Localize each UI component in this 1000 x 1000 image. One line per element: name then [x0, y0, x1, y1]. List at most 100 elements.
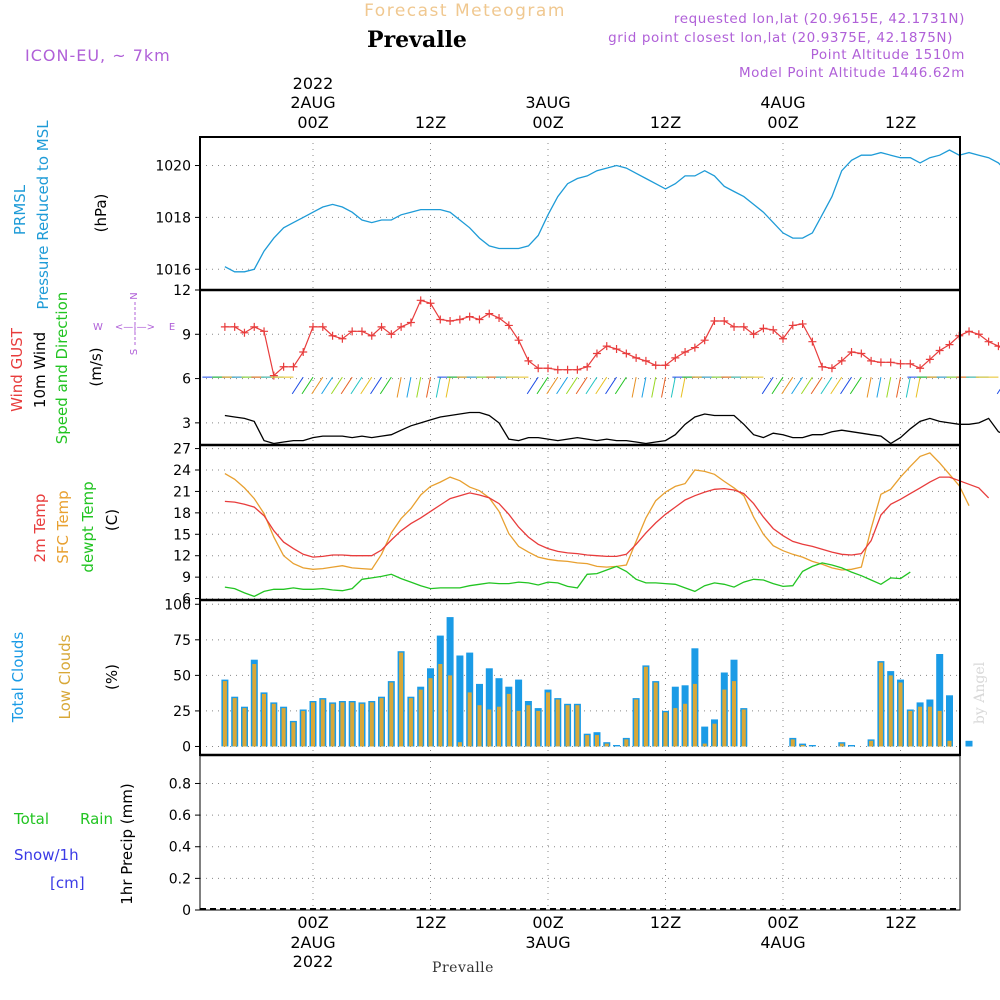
gust-marker-8 — [299, 348, 308, 356]
wind-10m-line — [224, 411, 1000, 445]
gust-marker-74 — [945, 340, 954, 349]
wind-arrow-58 — [781, 376, 794, 395]
low-cloud-bar-74 — [947, 740, 952, 747]
gust-marker-10 — [318, 322, 327, 331]
total-cloud-bar-40 — [613, 745, 620, 747]
precip-grid — [200, 755, 960, 910]
low-cloud-bar-0 — [222, 681, 227, 747]
model-label: ICON-EU, ~ 7km — [25, 46, 171, 65]
gust-marker-13 — [348, 327, 357, 336]
precip-ytick-label-1: 0.6 — [169, 808, 191, 824]
wind-arrow-41 — [614, 376, 627, 395]
gust-marker-12 — [338, 334, 347, 343]
clouds-ytick-label-4: 0 — [182, 739, 191, 755]
wind-arrow-16 — [370, 376, 382, 395]
low-cloud-bar-17 — [389, 682, 394, 747]
low-cloud-bar-10 — [320, 699, 325, 747]
gust-marker-14 — [357, 327, 366, 336]
bottom-time-label-2-line2: 3AUG — [525, 933, 570, 952]
gust-marker-65 — [857, 349, 866, 358]
pressure-ytick-label-2: 1016 — [155, 262, 191, 278]
clouds-unit: (%) — [103, 664, 121, 690]
top-time-label-0-line2: 2AUG — [290, 93, 335, 112]
wind-arrow-14 — [350, 376, 363, 395]
gust-marker-41 — [622, 349, 631, 358]
gust-marker-38 — [592, 349, 601, 358]
low-cloud-bar-53 — [741, 709, 746, 747]
gust-marker-71 — [916, 364, 925, 373]
gust-marker-2 — [240, 328, 249, 337]
pressure-labels: PRMSL Pressure Reduced to MSL (hPa) — [11, 120, 110, 310]
wind-arrow-80 — [996, 388, 1000, 395]
gust-marker-33 — [544, 364, 552, 373]
wind-arrow-34 — [546, 376, 559, 395]
wind-speed-dir-label: Speed and Direction — [53, 292, 71, 445]
low-cloud-bar-73 — [937, 710, 942, 747]
precip-frame — [199, 754, 961, 911]
low-cloud-bar-71 — [918, 706, 923, 747]
wind-frame — [199, 289, 961, 446]
wind-arrow-19 — [406, 376, 412, 398]
footer-location: Prevalle — [432, 960, 494, 976]
wind-ytick-label-3: 3 — [182, 416, 191, 432]
low-cloud-bar-29 — [506, 693, 511, 747]
gust-marker-35 — [563, 365, 572, 374]
gust-marker-57 — [779, 334, 787, 343]
low-cloud-bar-51 — [722, 689, 727, 747]
top-time-label-4-line2: 4AUG — [760, 93, 805, 112]
gust-marker-37 — [583, 362, 592, 371]
y-tick-labels: 1020101810161296327242118151296100755025… — [155, 159, 191, 919]
top-time-label-2-line2: 3AUG — [525, 93, 570, 112]
wind-arrow-61 — [810, 376, 823, 395]
clouds-ytick-label-1: 75 — [173, 633, 191, 649]
wind-arrow-66 — [866, 376, 872, 398]
low-cloud-bar-2 — [242, 708, 247, 747]
wind-arrow-44 — [651, 376, 657, 398]
gust-marker-32 — [534, 364, 543, 373]
low-cloud-bar-63 — [839, 743, 844, 747]
gust-marker-60 — [808, 337, 817, 346]
gust-marker-9 — [309, 322, 317, 331]
low-cloud-bar-15 — [369, 702, 374, 747]
dewpt-line — [224, 562, 911, 598]
total-cloud-bar-73 — [936, 654, 944, 747]
wind-gust-label: Wind GUST — [8, 327, 26, 412]
wind-ytick-label-1: 9 — [182, 327, 191, 343]
bottom-time-label-1-line1: 12Z — [415, 913, 446, 932]
low-cloud-bar-18 — [399, 652, 404, 747]
pressure-label-prmsl: PRMSL — [11, 184, 29, 235]
gust-marker-5 — [269, 371, 278, 380]
wind-arrow-39 — [595, 376, 608, 395]
gust-marker-66 — [867, 356, 876, 365]
panel-frames — [195, 136, 961, 911]
temp-ytick-label-1: 24 — [173, 463, 191, 479]
precip-ytick-label-3: 0.2 — [169, 871, 191, 887]
wind-arrow-10 — [311, 376, 324, 395]
point-altitude: Point Altitude 1510m — [811, 47, 965, 63]
low-cloud-bar-43 — [643, 666, 648, 747]
wind-arrow-43 — [641, 376, 647, 398]
gust-marker-58 — [788, 321, 797, 330]
gust-marker-47 — [681, 348, 690, 356]
low-cloud-bar-16 — [379, 698, 384, 747]
low-cloud-bar-12 — [340, 702, 345, 747]
temp-dewpt-label: dewpt Temp — [79, 481, 97, 572]
bottom-time-label-0-line2: 2AUG — [290, 933, 335, 952]
clouds-ytick-label-0: 100 — [164, 597, 191, 613]
gust-marker-61 — [818, 362, 827, 371]
total-cloud-bar-76 — [965, 740, 973, 747]
gust-marker-51 — [720, 317, 729, 325]
gust-marker-28 — [495, 314, 504, 323]
top-time-label-2-line3: 00Z — [532, 113, 563, 132]
gust-marker-68 — [886, 358, 895, 367]
low-cloud-bar-49 — [702, 743, 707, 747]
gust-marker-76 — [965, 327, 974, 336]
series-layer — [202, 149, 1000, 747]
low-cloud-bar-33 — [546, 692, 550, 747]
grid-point-coords: grid point closest lon,lat (20.9375E, 42… — [608, 30, 953, 46]
low-cloud-bar-27 — [487, 709, 492, 747]
bottom-time-label-0-line1: 00Z — [297, 913, 328, 932]
wind-arrow-40 — [605, 376, 617, 395]
